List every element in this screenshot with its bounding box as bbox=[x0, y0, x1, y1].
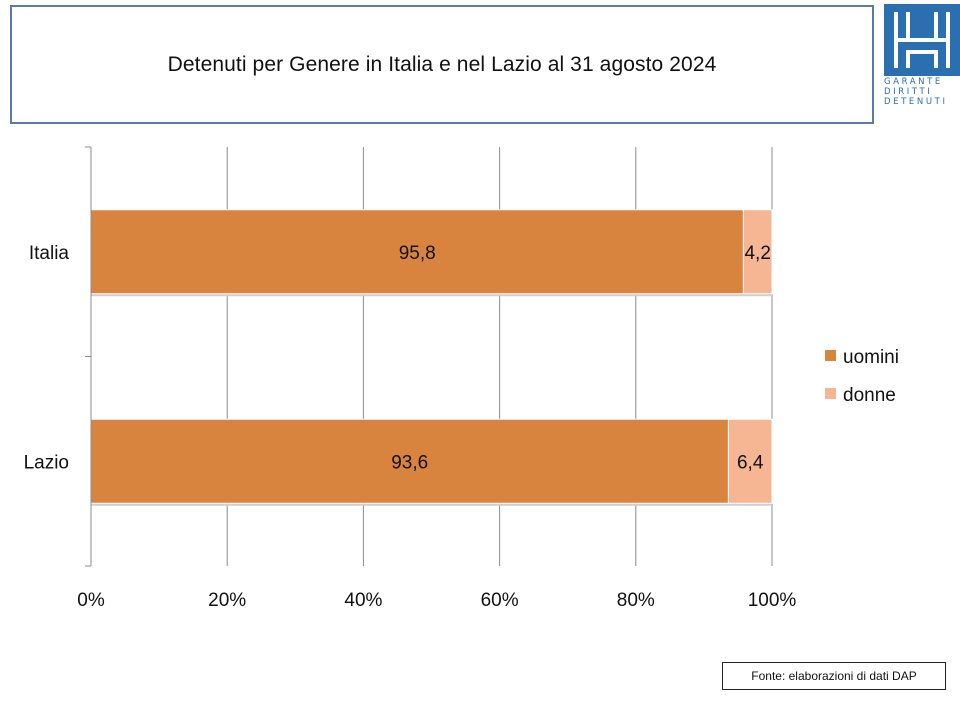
category-label: Lazio bbox=[24, 452, 69, 473]
legend-label: donne bbox=[843, 385, 896, 406]
data-label: 95,8 bbox=[399, 243, 436, 264]
x-tick-label: 40% bbox=[344, 590, 382, 611]
axis-layer: 0% 20% 40% 60% 80% 100% Italia Lazio bbox=[24, 146, 797, 611]
bar-uomini bbox=[90, 418, 729, 504]
legend-label: uomini bbox=[843, 347, 899, 368]
x-tick-label: 60% bbox=[481, 590, 519, 611]
logo-emblem-marks bbox=[894, 12, 950, 68]
category-label: Italia bbox=[29, 243, 70, 264]
logo-line-1: GARANTE bbox=[884, 77, 943, 87]
x-tick-label: 0% bbox=[77, 590, 105, 611]
source-note: Fonte: elaborazioni di dati DAP bbox=[722, 662, 946, 690]
labels-layer: 95,8 4,2 93,6 6,4 bbox=[391, 243, 771, 474]
logo-line-3: DETENUTI bbox=[884, 97, 948, 107]
bar-donne bbox=[727, 418, 773, 504]
legend-swatch-donne bbox=[825, 388, 836, 399]
logo-wordmark: GARANTE DIRITTI DETENUTI bbox=[884, 77, 948, 107]
data-label: 4,2 bbox=[744, 243, 770, 264]
bar-uomini bbox=[90, 209, 744, 295]
title-box: Detenuti per Genere in Italia e nel Lazi… bbox=[10, 5, 874, 124]
logo-line-2: DIRITTI bbox=[884, 87, 932, 97]
data-label: 93,6 bbox=[391, 452, 428, 473]
source-text: Fonte: elaborazioni di dati DAP bbox=[751, 669, 917, 683]
x-tick-label: 100% bbox=[748, 590, 797, 611]
bars-layer bbox=[90, 209, 773, 506]
chart-title: Detenuti per Genere in Italia e nel Lazi… bbox=[167, 52, 717, 76]
garante-logo: GARANTE DIRITTI DETENUTI bbox=[884, 4, 960, 107]
x-tick-label: 20% bbox=[208, 590, 246, 611]
data-label: 6,4 bbox=[737, 452, 764, 473]
legend-layer: uomini donne bbox=[825, 347, 899, 406]
legend-swatch-uomini bbox=[825, 350, 836, 361]
bar-donne bbox=[742, 209, 773, 295]
x-tick-label: 80% bbox=[617, 590, 655, 611]
